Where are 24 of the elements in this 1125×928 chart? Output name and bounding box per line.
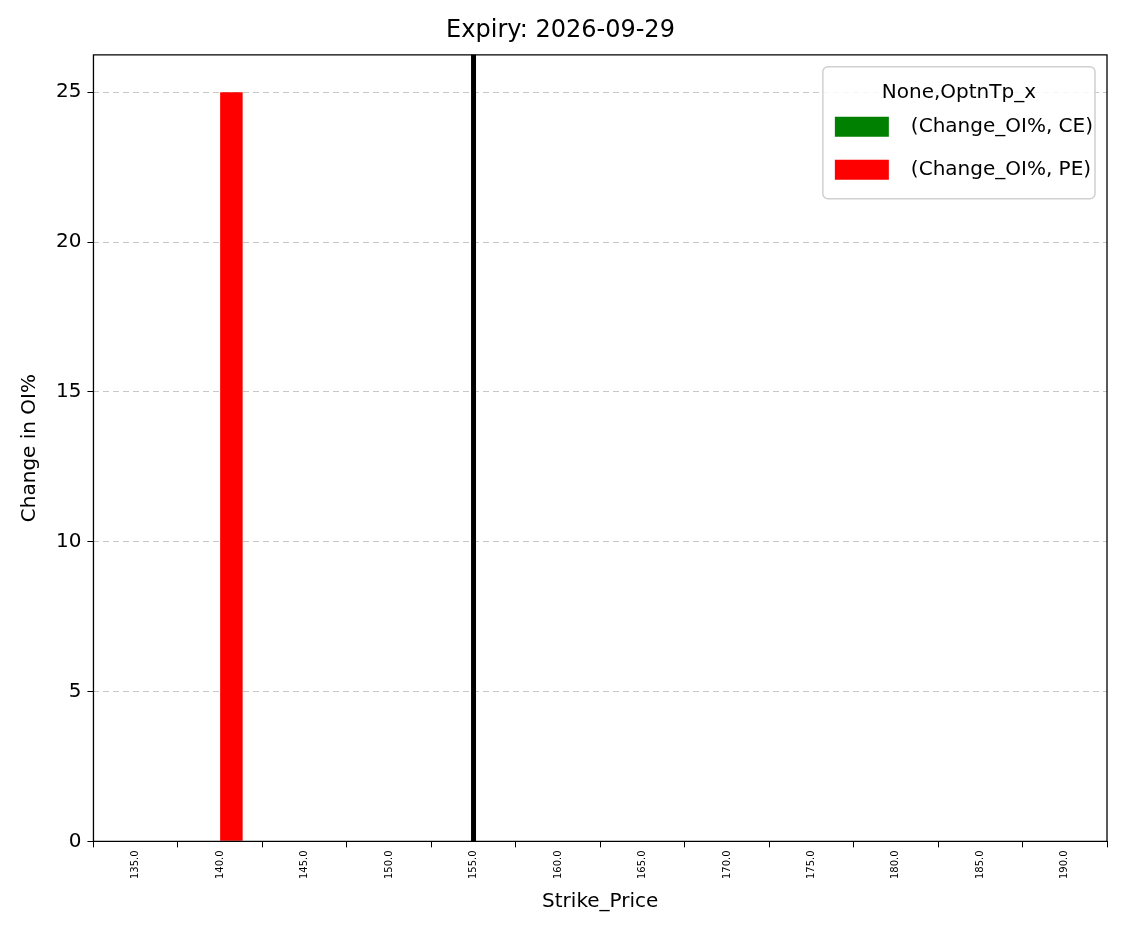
y-tick-label: 20: [56, 228, 82, 253]
x-tick-label: 135.0: [129, 850, 141, 880]
chart-title: Expiry: 2026-09-29: [446, 14, 675, 43]
y-tick-label: 5: [68, 677, 82, 702]
x-tick-label: 155.0: [467, 850, 479, 880]
y-axis-title: Change in OI%: [16, 374, 41, 523]
x-tick-label: 160.0: [551, 850, 563, 880]
x-tick-label: 180.0: [889, 850, 901, 880]
x-tick-label: 185.0: [973, 850, 985, 880]
y-tick-label: 10: [56, 527, 82, 552]
x-tick-label: 170.0: [720, 850, 732, 880]
y-tick-label: 0: [68, 827, 82, 852]
legend-label: (Change_OI%, PE): [910, 156, 1092, 180]
legend-label: (Change_OI%, CE): [910, 113, 1093, 137]
y-tick-label: 25: [56, 78, 82, 103]
x-tick-label: 150.0: [382, 850, 394, 880]
x-axis-title: Strike_Price: [542, 888, 659, 913]
x-tick-label: 140.0: [213, 850, 225, 880]
x-tick-label: 165.0: [636, 850, 648, 880]
x-tick-label: 190.0: [1058, 850, 1070, 880]
y-tick-label: 15: [56, 378, 82, 403]
x-tick-label: 175.0: [804, 850, 816, 880]
legend-title: None,OptnTp_x: [881, 79, 1037, 103]
x-tick-label: 145.0: [298, 850, 310, 880]
